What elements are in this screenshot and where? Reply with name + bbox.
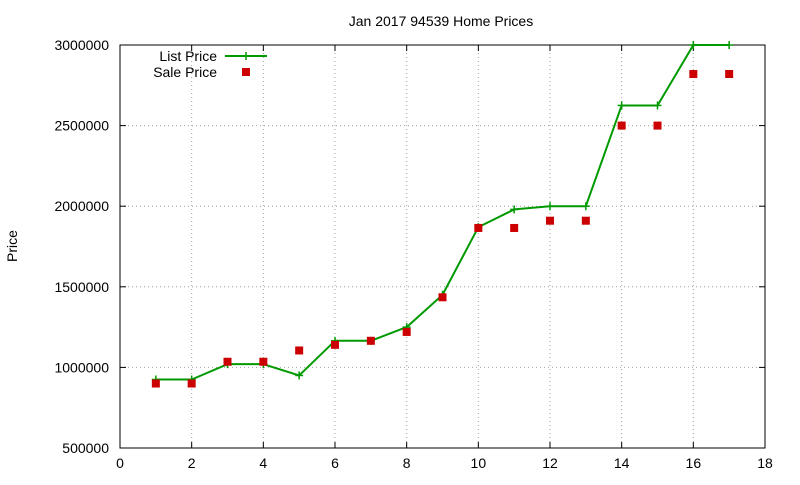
list-price-point xyxy=(653,101,662,110)
legend-label-sale-price: Sale Price xyxy=(153,64,217,80)
series-line-list-price xyxy=(155,44,730,381)
list-price-point xyxy=(689,41,698,49)
sale-price-point xyxy=(689,70,698,79)
grid-layer xyxy=(120,45,765,448)
y-tick-label: 3000000 xyxy=(54,37,109,53)
legend-swatch-sale-price-marker xyxy=(242,68,250,76)
sale-price-point xyxy=(151,379,160,388)
x-tick-label: 12 xyxy=(542,455,558,471)
sale-price-point xyxy=(223,357,232,366)
sale-price-point xyxy=(295,346,304,355)
x-tick-label: 0 xyxy=(116,455,124,471)
sale-price-point xyxy=(474,223,483,232)
sale-price-point xyxy=(617,121,626,130)
sale-price-point xyxy=(725,70,734,79)
legend: List Price Sale Price xyxy=(153,48,267,80)
list-price-point xyxy=(510,205,519,214)
plot-frame xyxy=(119,44,766,449)
x-tick-label: 4 xyxy=(259,455,267,471)
y-tick-label: 500000 xyxy=(62,440,109,456)
list-price-point xyxy=(581,202,590,211)
x-tick-label: 6 xyxy=(331,455,339,471)
x-tick-label: 14 xyxy=(614,455,630,471)
list-price-point xyxy=(617,101,626,110)
axes-layer: 0 2 4 6 8 10 12 14 16 18 500000 1000000 1500000 20000… xyxy=(54,37,773,471)
sale-price-point xyxy=(653,121,662,130)
list-price-point xyxy=(725,41,734,49)
y-tick-label: 2000000 xyxy=(54,198,109,214)
list-price-point xyxy=(295,371,304,380)
legend-label-list-price: List Price xyxy=(159,48,217,64)
legend-swatches xyxy=(225,52,267,76)
sale-price-point xyxy=(366,336,375,345)
x-tick-label: 10 xyxy=(471,455,487,471)
sale-price-point xyxy=(546,216,554,225)
sale-price-point xyxy=(438,293,447,302)
series-layer xyxy=(151,41,734,388)
sale-price-point xyxy=(187,379,196,388)
chart-title: Jan 2017 94539 Home Prices xyxy=(349,13,533,29)
x-tick-label: 16 xyxy=(686,455,702,471)
legend-swatch-list-price-marker xyxy=(242,52,250,60)
y-tick-label: 1000000 xyxy=(54,359,109,375)
y-axis-label: Price xyxy=(4,230,20,262)
sale-price-point xyxy=(510,223,519,232)
list-price-point xyxy=(546,202,554,211)
x-tick-label: 2 xyxy=(188,455,196,471)
sale-price-point xyxy=(402,327,411,336)
y-tick-label: 1500000 xyxy=(54,279,109,295)
x-tick-label: 18 xyxy=(757,455,773,471)
y-tick-label: 2500000 xyxy=(54,118,109,134)
sale-price-point xyxy=(331,340,339,349)
sale-price-point xyxy=(581,216,590,225)
sale-price-point xyxy=(259,357,268,366)
x-tick-label: 8 xyxy=(403,455,411,471)
